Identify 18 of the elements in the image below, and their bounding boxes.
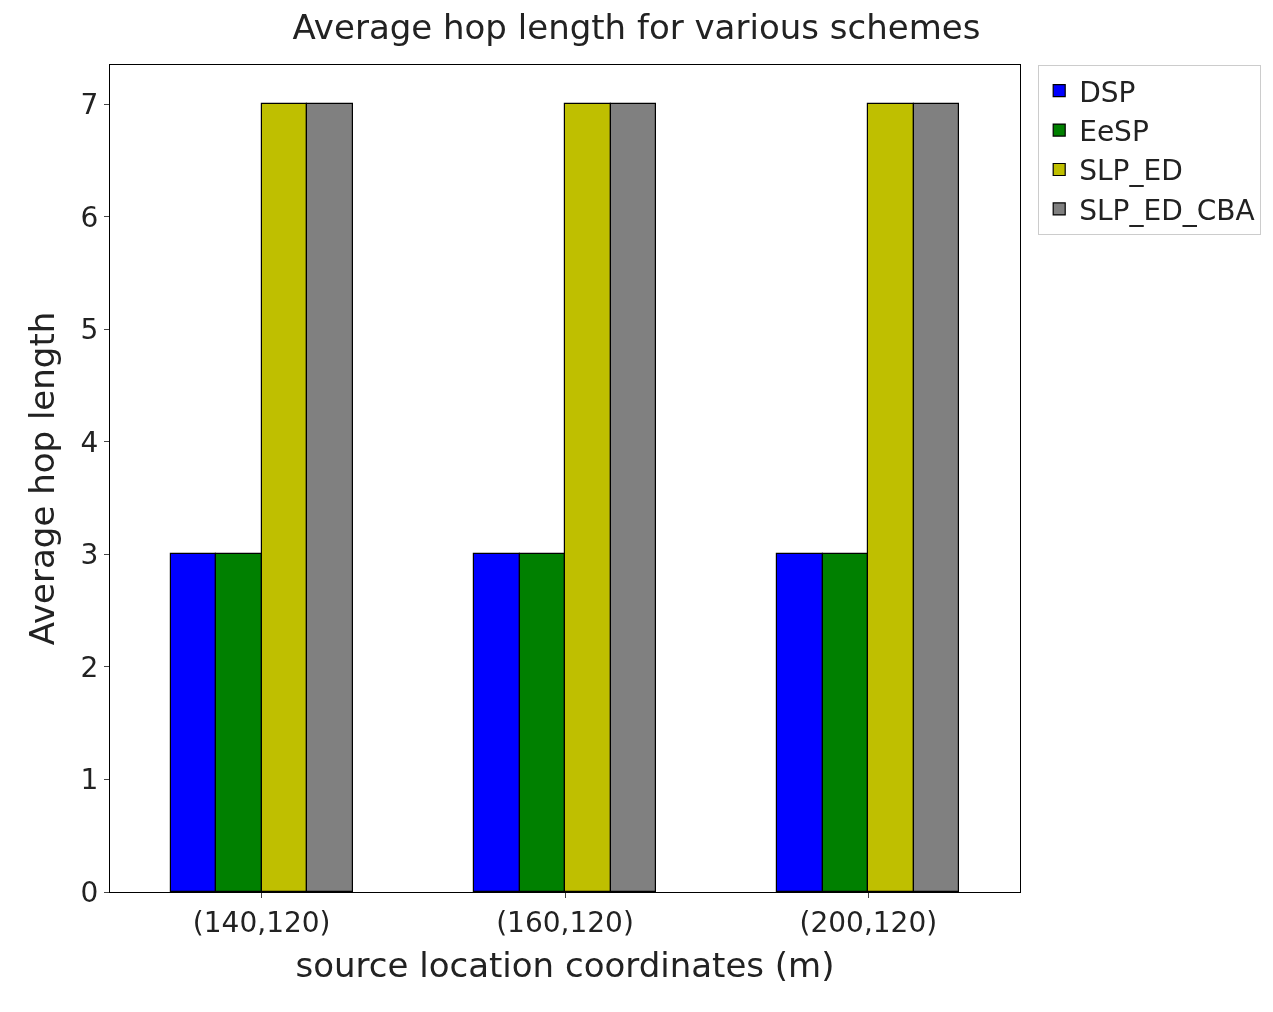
y-tick-label: 1	[80, 763, 99, 797]
legend-label: SLP_ED	[1079, 154, 1183, 188]
x-tick-label: (200,120)	[799, 905, 938, 939]
x-tick-label: (160,120)	[496, 905, 634, 939]
y-tick-label: 2	[80, 650, 99, 684]
legend-label: DSP	[1079, 75, 1136, 109]
x-axis-title: source location coordinates (m)	[295, 944, 835, 985]
chart-title: Average hop length for various schemes	[292, 6, 981, 47]
y-tick-label: 4	[80, 425, 99, 459]
y-tick-label: 5	[80, 313, 99, 347]
legend-label: SLP_ED_CBA	[1079, 193, 1255, 227]
y-tick-label: 6	[80, 200, 99, 234]
y-axis-title: Average hop length	[22, 311, 63, 646]
y-tick-label: 3	[80, 538, 99, 572]
x-tick-label: (140,120)	[192, 905, 331, 939]
legend-label: EeSP	[1079, 115, 1149, 149]
y-tick-label: 7	[80, 88, 99, 122]
y-tick-label: 0	[80, 875, 99, 909]
